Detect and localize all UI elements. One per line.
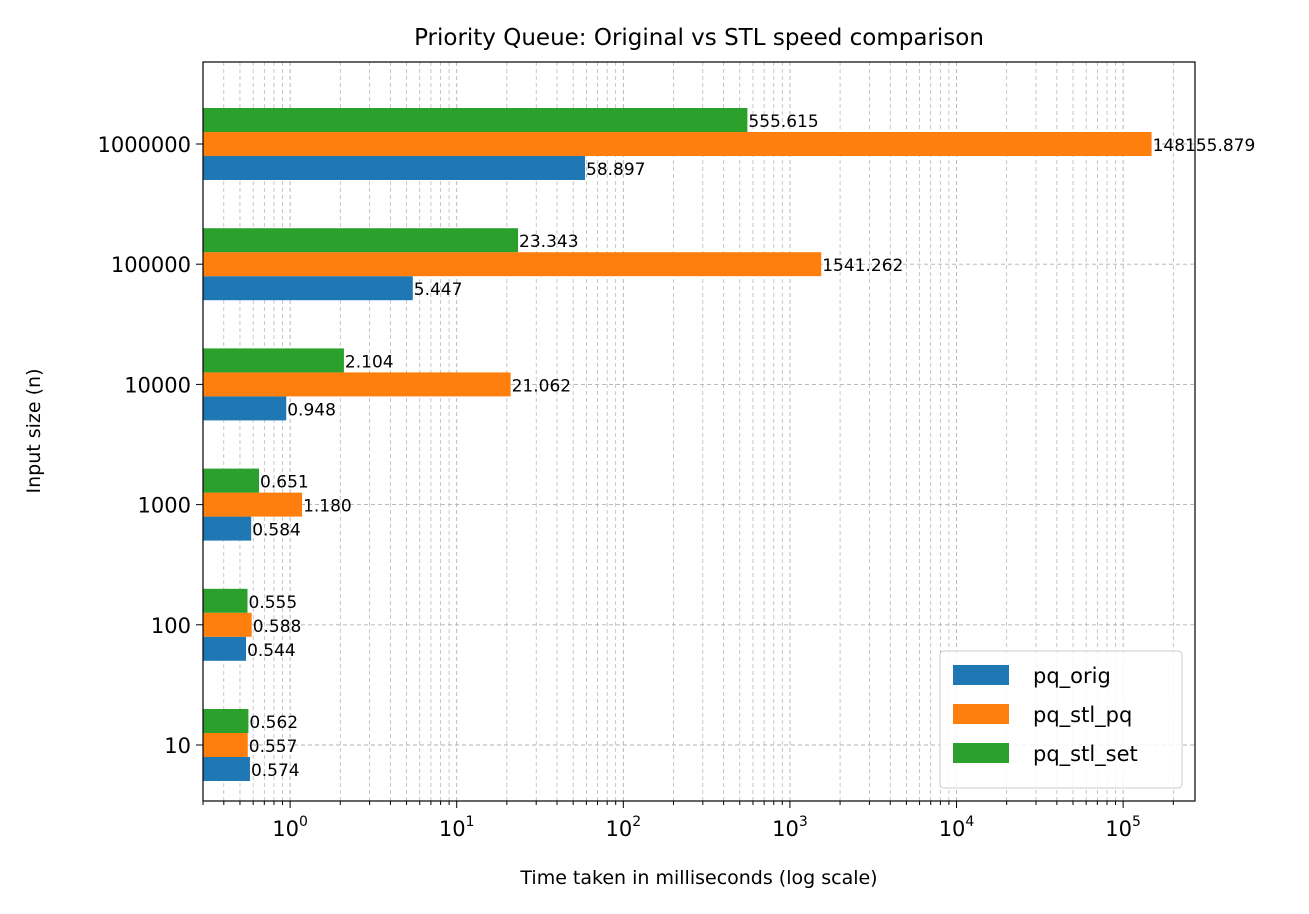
bar-pq_stl_pq (203, 492, 303, 517)
legend-swatch (953, 743, 1009, 763)
y-tick-label: 100000 (111, 253, 191, 277)
bar-pq_orig (203, 516, 252, 541)
x-tick-label: 104 (939, 814, 975, 841)
bar-pq_stl_set (203, 468, 260, 493)
bar-value-label: 0.588 (253, 617, 302, 637)
bar-value-label: 58.897 (586, 160, 645, 180)
bar-value-label: 0.651 (260, 473, 309, 493)
bar-pq_stl_set (203, 588, 248, 613)
bar-value-label: 0.555 (249, 593, 298, 613)
bar-value-label: 23.343 (519, 232, 578, 252)
legend-entry-label: pq_orig (1033, 664, 1111, 689)
chart-title: Priority Queue: Original vs STL speed co… (414, 25, 984, 51)
bar-value-label: 0.584 (252, 521, 301, 541)
bar-value-label: 0.562 (249, 713, 298, 733)
x-axis-label: Time taken in milliseconds (log scale) (519, 867, 877, 889)
bars (203, 108, 1152, 781)
bar-pq_stl_pq (203, 132, 1152, 156)
bar-value-label: 0.574 (251, 761, 300, 781)
bar-pq_stl_set (203, 108, 748, 132)
y-tick-label: 100 (151, 614, 191, 638)
y-tick-label: 10 (164, 734, 191, 758)
bar-value-label: 1541.262 (822, 256, 903, 276)
bar-value-label: 5.447 (414, 280, 463, 300)
legend-entry-label: pq_stl_set (1033, 742, 1138, 767)
bar-pq_stl_pq (203, 372, 511, 397)
bar-pq_orig (203, 636, 247, 661)
legend-swatch (953, 665, 1009, 685)
plot-frame (202, 61, 1196, 802)
x-tick-label: 101 (439, 814, 475, 841)
legend-swatch (953, 704, 1009, 724)
bar-pq_stl_pq (203, 612, 252, 637)
bar-pq_stl_pq (203, 733, 248, 757)
bar-value-label: 0.948 (287, 400, 336, 420)
bar-pq_stl_set (203, 228, 519, 253)
axes: 10 100 1000 10000 100000 1000000 100 101 102 103 1… (97, 133, 1174, 841)
y-axis-label: Input size (n) (23, 369, 45, 494)
bar-pq_stl_set (203, 709, 249, 733)
bar-pq_stl_pq (203, 252, 822, 277)
x-tick-label: 100 (272, 814, 308, 841)
y-tick-label: 1000000 (97, 133, 191, 157)
y-tick-label: 1000 (138, 494, 191, 518)
bar-value-label: 1.180 (303, 497, 352, 517)
legend-entry-label: pq_stl_pq (1033, 703, 1132, 728)
bar-pq_orig (203, 757, 250, 781)
bar-pq_orig (203, 396, 287, 421)
bar-pq_stl_set (203, 348, 344, 373)
bar-labels: 0.574 0.544 0.584 0.948 5.447 58.897 0.557 0.58… (247, 112, 1255, 781)
bar-value-label: 0.557 (249, 737, 298, 757)
x-tick-label: 102 (605, 814, 641, 841)
x-tick-label: 103 (772, 814, 808, 841)
bar-value-label: 2.104 (345, 352, 394, 372)
y-tick-label: 10000 (124, 373, 191, 397)
bar-value-label: 21.062 (512, 376, 571, 396)
bar-value-label: 148155.879 (1153, 136, 1256, 156)
bar-pq_orig (203, 156, 586, 180)
bar-value-label: 555.615 (748, 112, 818, 132)
x-tick-label: 105 (1105, 814, 1141, 841)
bar-value-label: 0.544 (247, 641, 296, 661)
bar-pq_orig (203, 276, 413, 301)
legend: pq_orig pq_stl_pq pq_stl_set (939, 650, 1183, 789)
